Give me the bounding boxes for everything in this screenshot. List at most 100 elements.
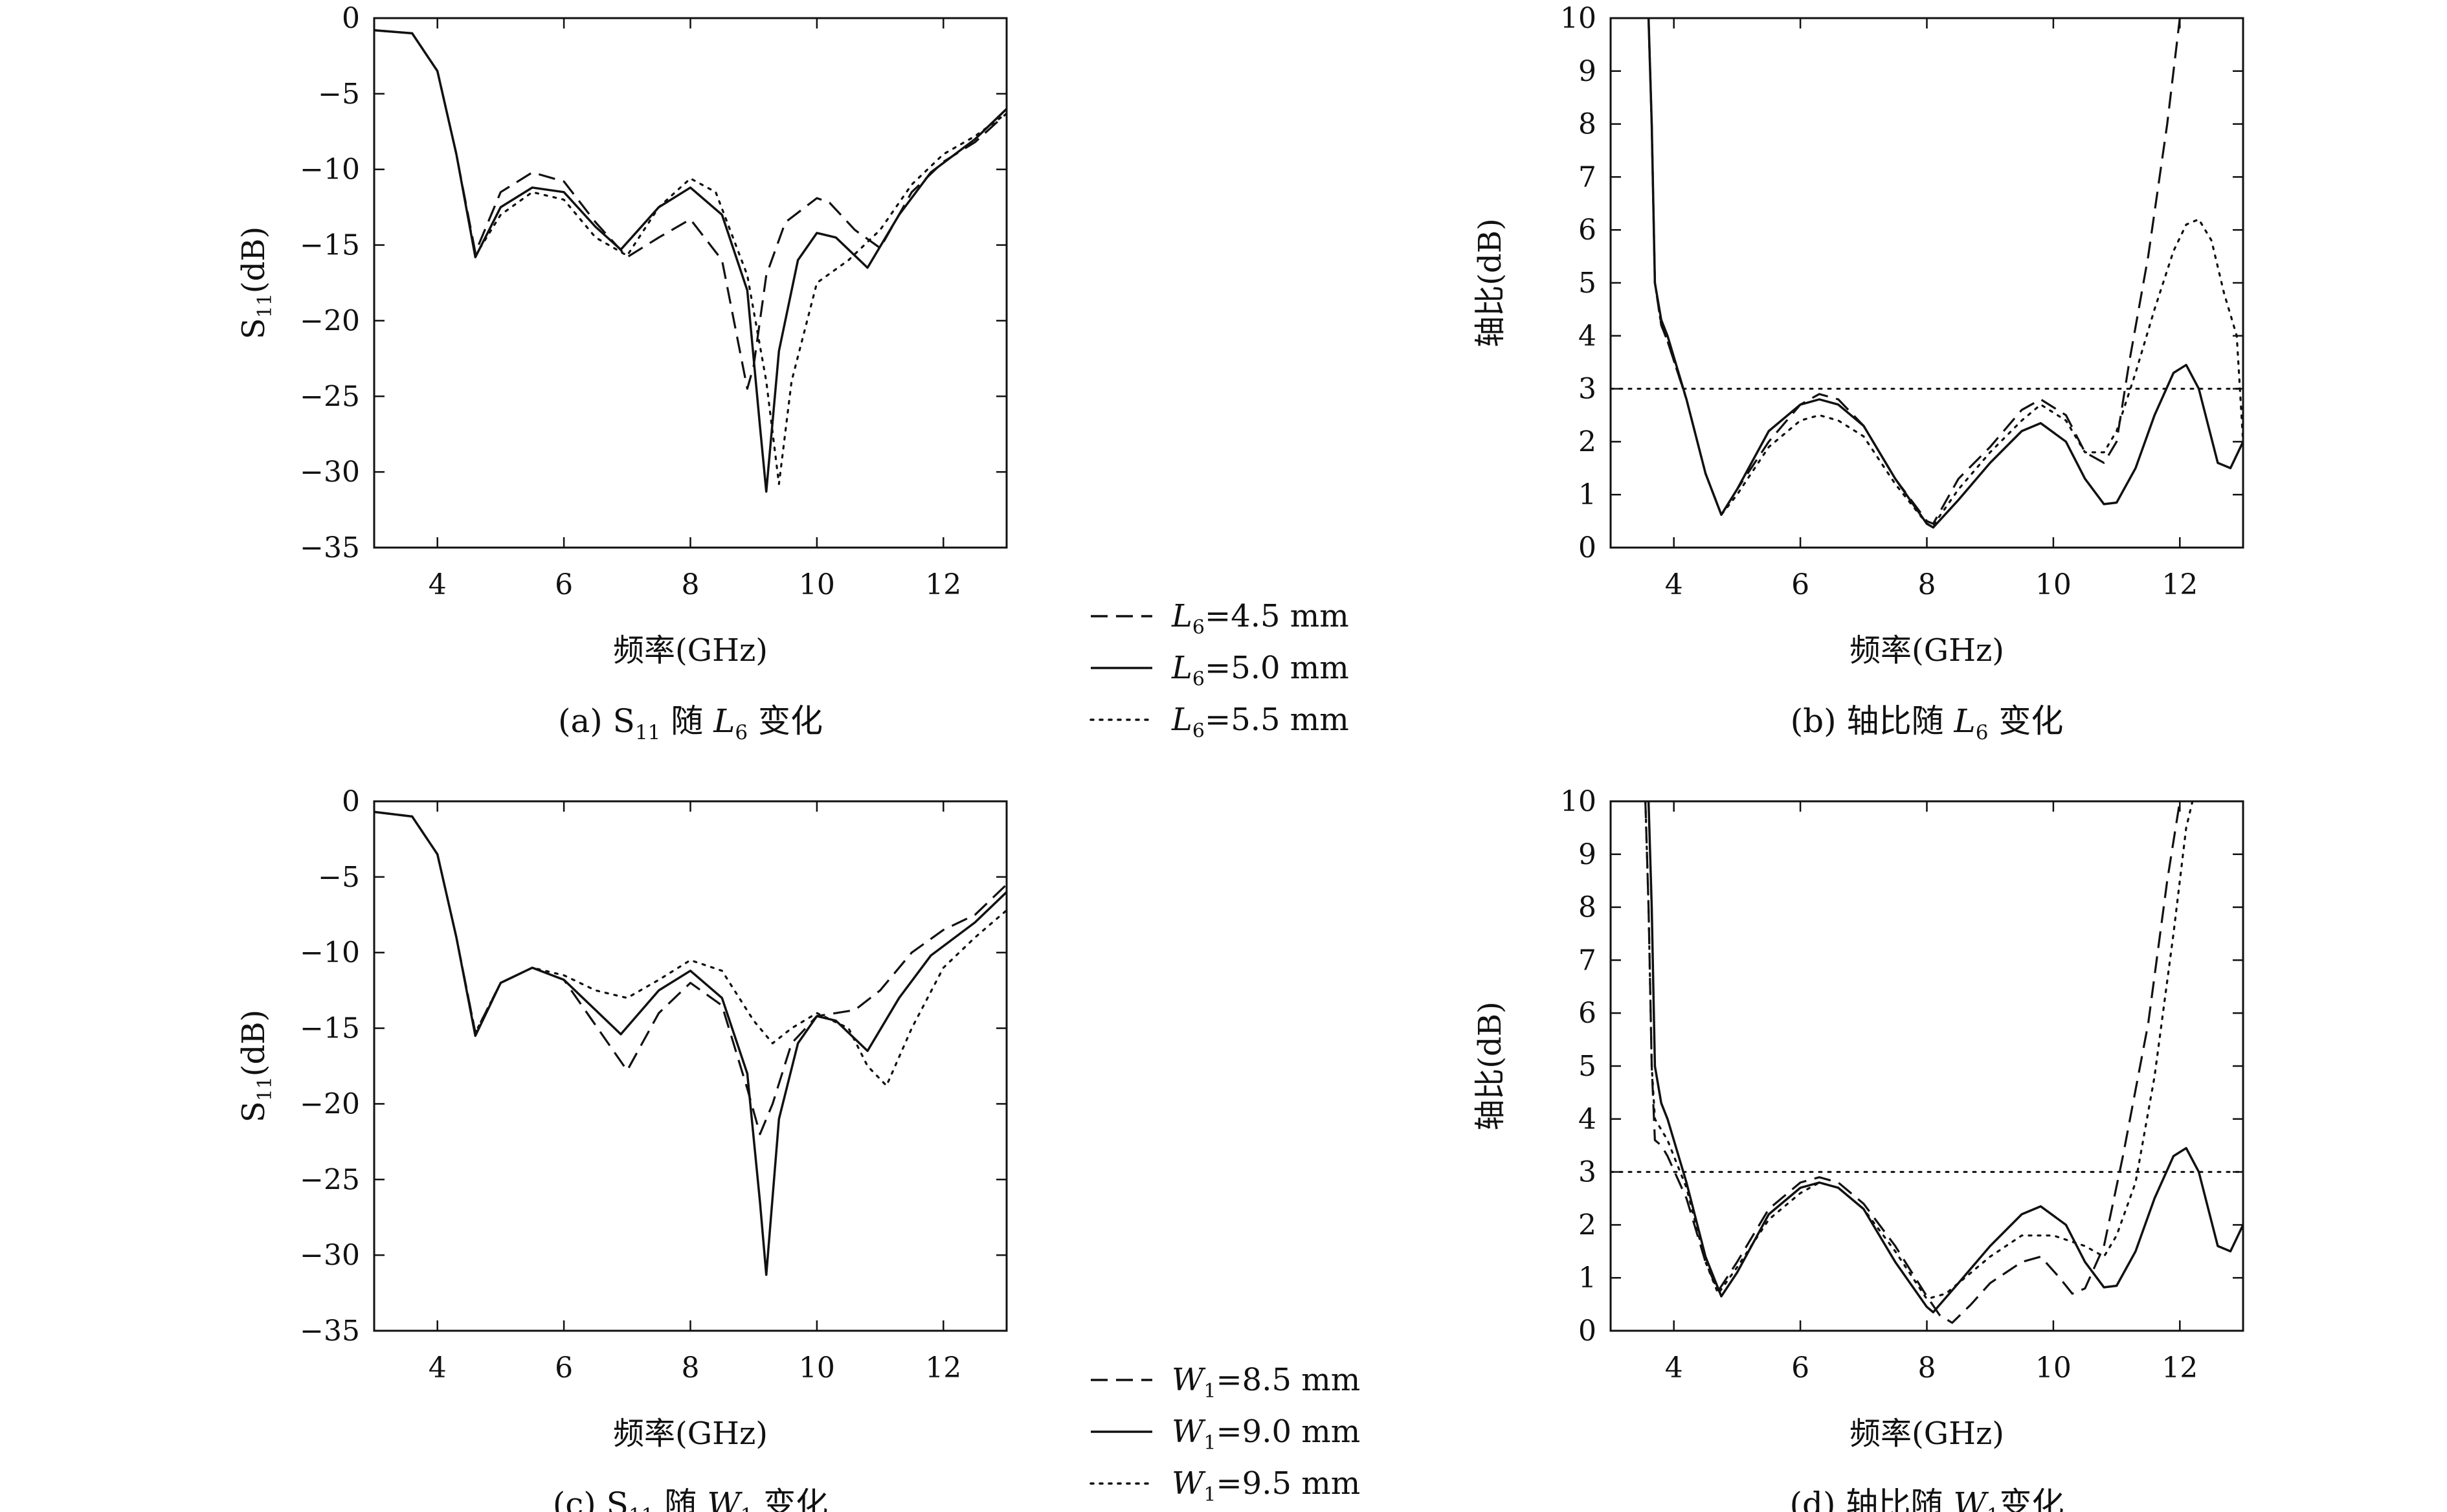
y-tick-label: −30	[300, 1239, 360, 1272]
x-tick-label: 10	[2035, 1351, 2072, 1384]
plot-frame	[1609, 800, 2244, 1332]
x-tick-label: 6	[555, 1351, 573, 1384]
legend-label: W1​=9.0 mm	[1172, 1414, 1360, 1454]
x-tick-label: 6	[555, 568, 573, 601]
y-tick-label: 7	[1578, 161, 1596, 194]
y-tick-label: −30	[300, 456, 360, 489]
series-line-dotted	[374, 810, 1007, 1087]
chart-panel-c: 4 6 8 10 12 0 −5 −10 −15 −20 −25 −30 −35 频率(GHz) S11​(…	[236, 785, 1008, 1512]
panel-caption: (c) S11​ 随 W1​ 变化	[553, 1485, 828, 1512]
y-tick-label: −25	[300, 1163, 360, 1196]
y-tick-label: −5	[318, 861, 360, 894]
panel-caption: (a) S11​ 随 L6​ 变化	[558, 702, 823, 744]
y-tick-label: 6	[1578, 997, 1596, 1030]
y-tick-label: 4	[1578, 320, 1596, 353]
x-tick-label: 4	[1665, 1351, 1683, 1384]
x-tick-label: 8	[1918, 568, 1936, 601]
y-tick-label: 9	[1578, 838, 1596, 871]
y-tick-label: −15	[300, 229, 360, 262]
y-axis-label: 轴比(dB)	[1472, 218, 1508, 347]
y-axis-label: S11​(dB)	[236, 227, 276, 340]
y-tick-label: −20	[300, 1087, 360, 1120]
series-line-dotted	[374, 29, 1007, 485]
series-line-dashed	[374, 29, 1007, 390]
x-axis-label: 频率(GHz)	[613, 1416, 768, 1452]
legends: L6​=4.5 mm L6​=5.0 mm L6​=5.5 mm W1​=8.5 mm…	[1089, 598, 1360, 1506]
legend-label: W1​=9.5 mm	[1172, 1465, 1360, 1506]
series-line-solid	[1647, 801, 2243, 1314]
x-tick-label: 10	[799, 568, 835, 601]
x-tick-label: 4	[429, 1351, 447, 1384]
y-tick-label: −35	[300, 1315, 360, 1348]
panel-caption: (d) 轴比随 W1​变化	[1790, 1485, 2064, 1512]
y-tick-label: 1	[1578, 1262, 1596, 1295]
y-tick-label: 5	[1578, 267, 1596, 300]
y-tick-label: 7	[1578, 944, 1596, 977]
y-tick-label: −10	[300, 937, 360, 970]
x-axis-label: 频率(GHz)	[613, 632, 768, 669]
y-tick-label: 9	[1578, 55, 1596, 88]
x-tick-label: 10	[2035, 568, 2072, 601]
y-tick-label: −20	[300, 304, 360, 337]
x-axis-label: 频率(GHz)	[1849, 1416, 2004, 1452]
series-line-dashed	[374, 810, 1007, 1135]
x-tick-label: 6	[1791, 568, 1809, 601]
panel-caption: (b) 轴比随 L6​ 变化	[1791, 702, 2064, 744]
legend-label: L6​=5.0 mm	[1171, 650, 1349, 691]
y-tick-label: −25	[300, 380, 360, 413]
plot-frame	[1609, 17, 2244, 549]
y-tick-label: 8	[1578, 108, 1596, 141]
plot-frame	[373, 800, 1008, 1332]
y-tick-label: 0	[1578, 1315, 1596, 1348]
series-line-dashed	[1644, 801, 2181, 1324]
x-tick-label: 12	[2162, 568, 2198, 601]
series-line-dotted	[1648, 18, 2243, 527]
y-tick-label: −15	[300, 1012, 360, 1045]
x-tick-label: 4	[429, 568, 447, 601]
y-tick-label: 2	[1578, 1208, 1596, 1241]
y-tick-label: 0	[342, 2, 360, 35]
x-tick-label: 4	[1665, 568, 1683, 601]
x-tick-label: 8	[682, 568, 700, 601]
y-tick-label: 10	[1560, 2, 1596, 35]
legend-label: L6​=4.5 mm	[1171, 598, 1349, 639]
legend-top: L6​=4.5 mm L6​=5.0 mm L6​=5.5 mm	[1089, 598, 1349, 742]
x-tick-label: 12	[925, 1351, 961, 1384]
legend-label: W1​=8.5 mm	[1172, 1362, 1360, 1403]
y-tick-label: 3	[1578, 1156, 1596, 1189]
y-tick-label: 2	[1578, 425, 1596, 458]
series-line-solid	[374, 810, 1007, 1276]
series-line-dashed	[1648, 18, 2181, 525]
x-tick-label: 10	[799, 1351, 835, 1384]
x-axis-label: 频率(GHz)	[1849, 632, 2004, 669]
legend-label: L6​=5.5 mm	[1171, 702, 1349, 742]
y-tick-label: 10	[1560, 785, 1596, 818]
legend-bottom: W1​=8.5 mm W1​=9.0 mm W1​=9.5 mm	[1089, 1362, 1360, 1506]
y-tick-label: 3	[1578, 373, 1596, 406]
x-tick-label: 8	[682, 1351, 700, 1384]
x-tick-label: 8	[1918, 1351, 1936, 1384]
chart-panel-a: 4 6 8 10 12 0 −5 −10 −15 −20 −25 −30 −35 频率(GHz) S11​(…	[236, 2, 1008, 744]
x-tick-label: 6	[1791, 1351, 1809, 1384]
y-tick-label: 4	[1578, 1103, 1596, 1136]
chart-panels: 46810120−5−10−15−20−25−30−35频率(GHz)S11​(…	[236, 2, 2244, 1512]
y-tick-label: −35	[300, 531, 360, 564]
y-axis-label: 轴比(dB)	[1472, 1001, 1508, 1130]
y-tick-label: 6	[1578, 214, 1596, 247]
y-tick-label: 5	[1578, 1050, 1596, 1083]
y-tick-label: −10	[300, 153, 360, 186]
series-line-dotted	[1644, 801, 2194, 1300]
y-tick-label: 8	[1578, 891, 1596, 924]
x-tick-label: 12	[925, 568, 961, 601]
y-tick-label: −5	[318, 78, 360, 111]
plot-frame	[373, 17, 1008, 549]
y-axis-label: S11​(dB)	[236, 1010, 276, 1123]
y-tick-label: 0	[342, 785, 360, 818]
y-tick-label: 0	[1578, 531, 1596, 564]
series-line-solid	[1647, 18, 2243, 529]
y-tick-label: 1	[1578, 478, 1596, 511]
x-tick-label: 12	[2162, 1351, 2198, 1384]
